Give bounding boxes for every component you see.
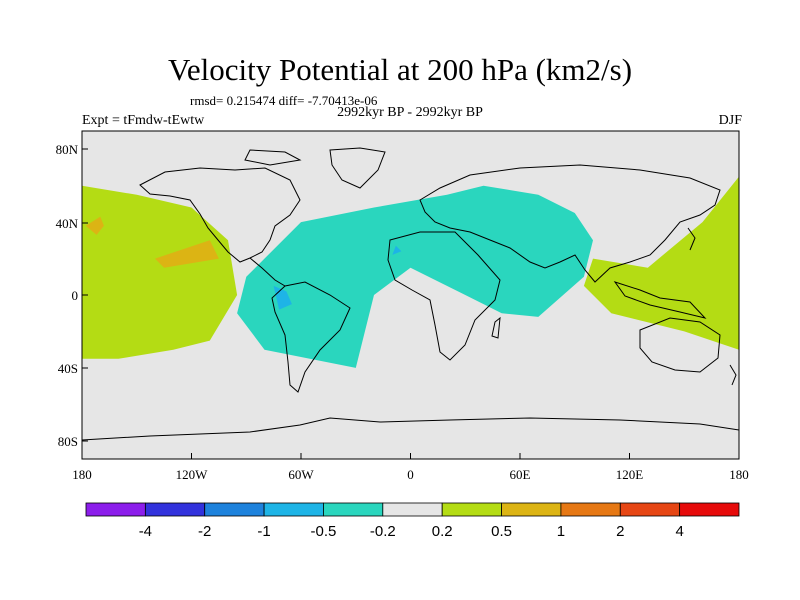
x-tick-label: 0: [407, 467, 414, 482]
y-tick-label: 80S: [58, 434, 78, 449]
colorbar-label: 4: [675, 523, 683, 540]
colorbar-label: 0.5: [491, 523, 512, 540]
coastline-eurasia: [419, 164, 721, 283]
x-tick-label: 180: [729, 467, 749, 482]
coastlines: [81, 147, 740, 441]
colorbar-label: 1: [557, 523, 565, 540]
y-tick-label: 80N: [56, 142, 79, 157]
coastline-new-zealand: [729, 364, 737, 386]
contour-region-5: [392, 245, 402, 255]
y-tick-label: 40N: [56, 216, 79, 231]
colorbar-swatch: [144, 502, 206, 517]
x-tick-label: 60W: [288, 467, 314, 482]
colorbar-label: -0.5: [311, 523, 337, 540]
colorbar-label: -0.2: [370, 523, 396, 540]
coastline-madagascar: [491, 316, 501, 339]
colorbar: -4 -2 -1 -0.5 -0.2 0.2 0.5 1 2 4: [85, 502, 740, 540]
y-tick-label: 40S: [58, 361, 78, 376]
x-tick-label: 120E: [616, 467, 644, 482]
colorbar-swatch: [619, 502, 681, 517]
colorbar-label: -2: [198, 523, 211, 540]
colorbar-swatch: [501, 502, 562, 517]
coastline-southeast-asia-islands: [613, 281, 707, 319]
season-text: DJF: [718, 113, 742, 128]
period-text: 2992kyr BP - 2992kyr BP: [337, 105, 483, 120]
colorbar-swatch: [204, 502, 265, 517]
colorbar-label: 0.2: [432, 523, 453, 540]
colorbar-swatch: [679, 502, 740, 517]
colorbar-label: 2: [616, 523, 624, 540]
colorbar-label: -4: [139, 523, 152, 540]
coastline-africa: [387, 231, 501, 361]
colorbar-swatch: [263, 502, 324, 517]
colorbar-swatch: [382, 502, 443, 517]
contour-regions: [82, 176, 739, 368]
axis-ticks: 180 120W 60W 0 60E 120E 180 80N 40N 0 40S 80S: [56, 142, 749, 482]
colorbar-label: -1: [257, 523, 270, 540]
x-tick-label: 180: [72, 467, 92, 482]
coastline-australia: [639, 317, 721, 373]
coastline-central-america: [249, 257, 286, 287]
coastline-south-america: [271, 281, 351, 393]
coastline-japan: [687, 227, 696, 251]
colorbar-swatch: [441, 502, 502, 517]
coastline-arctic-islands: [244, 149, 302, 166]
contour-region-3: [237, 185, 593, 368]
chart-title: Velocity Potential at 200 hPa (km2/s): [167, 52, 633, 87]
contour-region-6: [583, 176, 739, 350]
stats-text: rmsd= 0.215474 diff= -7.70413e-06: [190, 93, 378, 108]
coastline-antarctica: [81, 417, 740, 441]
contour-region-2: [155, 240, 219, 268]
colorbar-swatch: [323, 502, 384, 517]
contour-region-0: [82, 185, 238, 359]
y-tick-label: 0: [72, 288, 79, 303]
coastline-greenland: [329, 147, 386, 189]
x-tick-label: 60E: [510, 467, 531, 482]
experiment-text: Expt = tFmdw-tEwtw: [82, 113, 205, 128]
x-tick-label: 120W: [176, 467, 209, 482]
contour-region-1: [85, 216, 104, 235]
colorbar-swatch: [85, 502, 146, 517]
colorbar-swatch: [560, 502, 621, 517]
coastline-north-america: [139, 167, 301, 263]
